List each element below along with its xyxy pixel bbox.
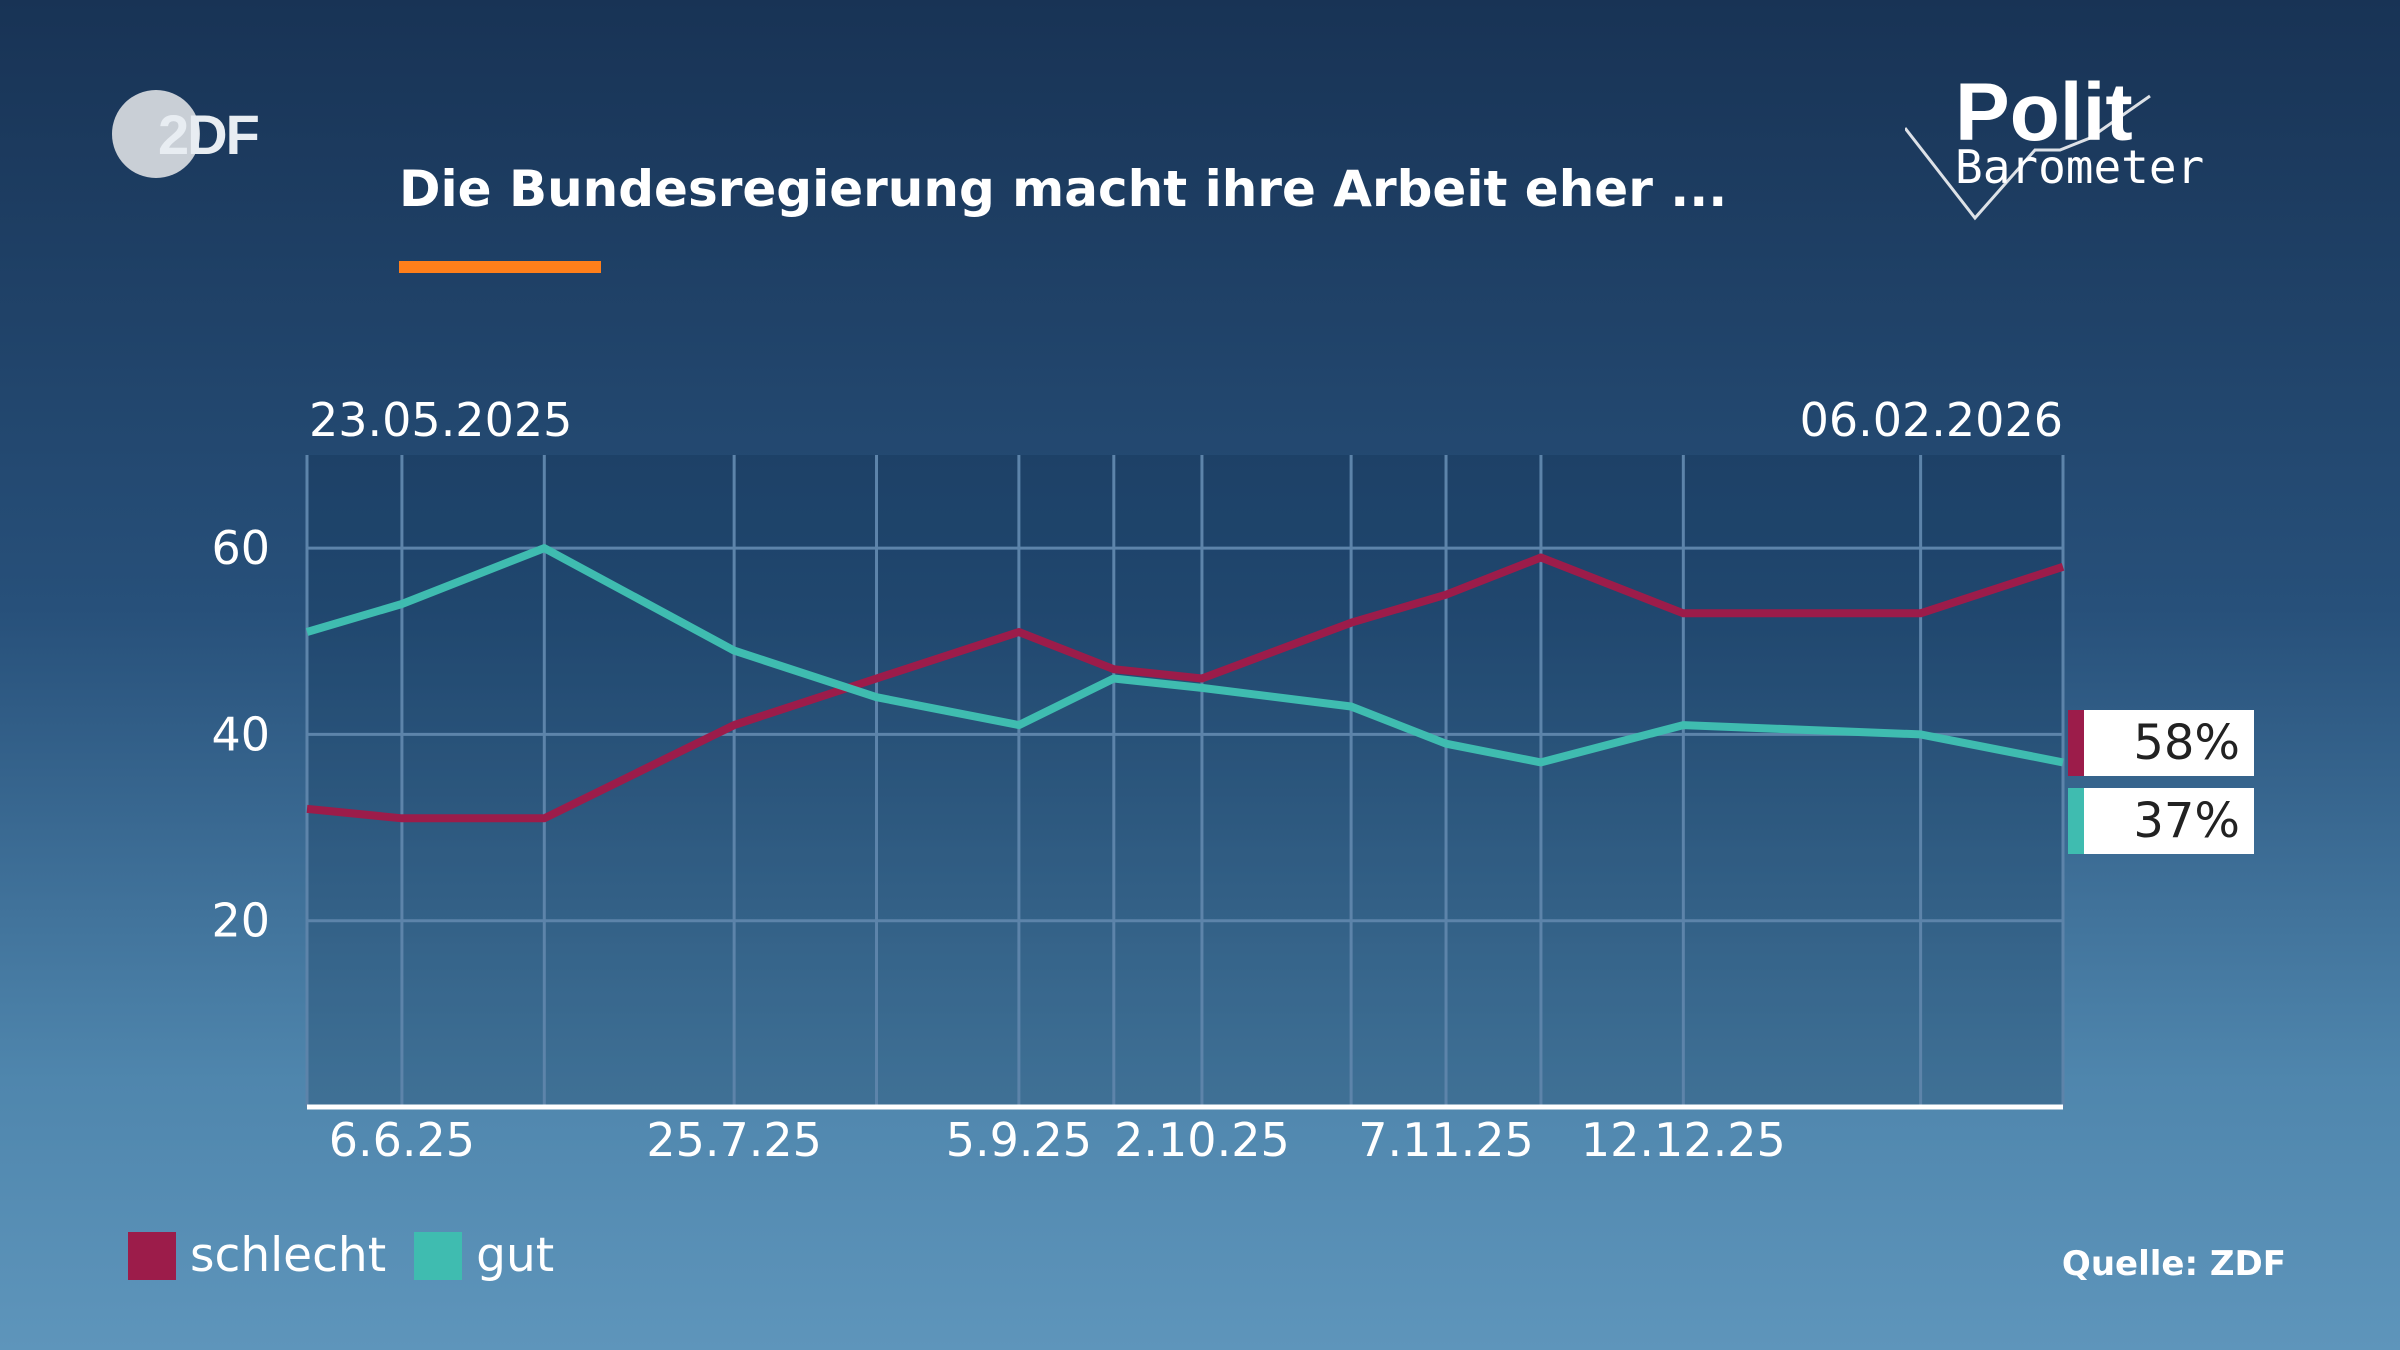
legend-item-schlecht: schlecht [128, 1228, 386, 1283]
end-value-gut-text: 37% [2133, 793, 2240, 849]
x-tick-label-4: 7.11.25 [1358, 1113, 1534, 1167]
chart-title: Die Bundesregierung macht ihre Arbeit eh… [399, 160, 1728, 218]
end-value-gut: 37% [2068, 788, 2254, 854]
y-tick-labels: 20 40 60 [211, 521, 270, 948]
legend-swatch-gut [414, 1231, 463, 1280]
x-tick-label-2: 5.9.25 [946, 1113, 1092, 1167]
x-tick-label-3: 2.10.25 [1114, 1113, 1290, 1167]
legend: schlecht gut [128, 1228, 582, 1283]
series-line-schlecht [306, 553, 2065, 823]
y-tick-label-40: 40 [211, 707, 270, 761]
legend-swatch-schlecht [128, 1231, 176, 1280]
x-tick-label-1: 25.7.25 [646, 1113, 822, 1167]
end-value-schlecht: 58% [2068, 710, 2254, 776]
grid [305, 455, 2065, 1107]
x-tick-label-0: 6.6.25 [329, 1113, 475, 1167]
series-layer [305, 544, 2065, 823]
zdf-logo-text: 2DF [158, 103, 260, 166]
zdf-logo-circle [112, 90, 200, 178]
legend-item-gut: gut [414, 1228, 554, 1283]
date-start-label: 23.05.2025 [309, 393, 572, 447]
barometer-wordmark: Barometer [1955, 140, 2205, 194]
plot-area [307, 455, 2063, 1107]
series-line-gut [305, 544, 2064, 767]
check-mark-icon [1905, 94, 2151, 221]
x-tick-label-5: 12.12.25 [1581, 1113, 1786, 1167]
end-value-schlecht-marker [2068, 710, 2084, 776]
politbarometer-logo: Polit Barometer [1905, 72, 2225, 228]
end-value-gut-marker [2068, 788, 2084, 854]
date-end-label: 06.02.2026 [1800, 393, 2063, 447]
legend-label-schlecht: schlecht [190, 1228, 387, 1283]
legend-label-gut: gut [476, 1228, 555, 1283]
title-accent-bar [399, 261, 601, 273]
y-tick-label-60: 60 [211, 521, 270, 575]
zdf-logo: 2DF [112, 90, 272, 182]
polit-wordmark: Polit [1955, 67, 2133, 158]
y-tick-label-20: 20 [211, 894, 270, 948]
source-note: Quelle: ZDF [2061, 1244, 2286, 1284]
end-value-schlecht-text: 58% [2133, 715, 2240, 771]
x-tick-labels: 6.6.25 25.7.25 5.9.25 2.10.25 7.11.25 12.12.2… [329, 1113, 1786, 1167]
